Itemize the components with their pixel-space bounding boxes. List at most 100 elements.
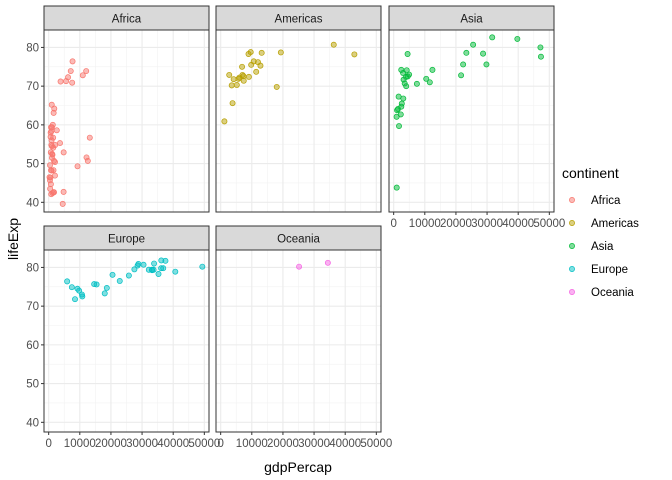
y-tick-label: 40 [26,417,39,429]
data-point-africa [69,79,76,86]
data-point-americas [233,82,240,88]
x-tick-label: 10000 [409,218,441,230]
data-point-africa [50,109,57,116]
x-axis-europe: 0 10000 20000 30000 40000 50000 [45,432,220,450]
data-point-asia [489,34,496,41]
facet-africa: Africa 40 50 60 70 80 [26,5,210,213]
x-tick-label: 0 [217,438,223,450]
data-point-europe [160,265,167,272]
data-point-asia [458,72,465,79]
legend-entry-europe: Europe [569,264,628,276]
data-point-oceania [324,259,331,266]
data-point-europe [76,287,83,294]
y-tick-label: 60 [26,340,39,352]
data-point-americas [253,68,260,75]
points-europe [64,257,206,303]
data-point-europe [125,272,132,279]
points-africa [46,58,93,207]
facet-strip-label-asia: Asia [460,14,483,26]
data-point-asia [403,83,410,90]
facet-strip-label-oceania: Oceania [277,234,320,246]
y-tick-label: 80 [26,42,39,54]
data-point-americas [258,49,265,56]
data-point-americas [228,82,235,89]
legend-label-europe: Europe [591,264,628,276]
data-point-americas [229,100,236,107]
panel-border-europe [43,249,210,433]
data-point-oceania [296,263,303,270]
data-point-africa [79,72,86,79]
data-point-asia [404,51,411,57]
legend-key-asia [569,243,575,249]
legend-key-americas [569,220,575,226]
y-tick-label: 50 [26,159,39,171]
data-point-asia [394,107,401,114]
data-point-asia [403,73,409,80]
data-point-europe [155,271,162,277]
x-tick-label: 0 [390,218,396,230]
data-point-africa [47,177,53,184]
legend-key-africa [569,197,575,203]
data-point-africa [48,142,55,148]
gridlines-oceania [216,250,381,432]
data-point-africa [47,133,54,140]
data-point-americas [239,63,246,70]
data-point-europe [116,278,123,284]
gridlines-asia [389,30,554,212]
x-axis-title: gdpPercap [264,459,332,475]
data-point-asia [396,123,402,129]
facet-strip-label-africa: Africa [112,14,142,26]
data-point-asia [470,41,477,48]
data-point-africa [60,188,67,195]
data-point-africa [59,200,66,207]
data-point-americas [273,83,280,90]
data-point-europe [72,296,78,303]
data-point-americas [277,49,284,56]
x-tick-label: 30000 [126,438,158,450]
x-tick-label: 0 [45,438,51,450]
data-point-europe [68,284,75,291]
data-point-americas [230,76,237,83]
x-tick-label: 20000 [95,438,127,450]
data-point-americas [221,118,228,125]
data-point-europe [151,260,158,267]
facet-strip-europe [43,225,210,251]
data-point-americas [245,73,252,80]
data-point-asia [400,95,407,102]
y-axis-europe: 40 50 60 70 80 [26,262,44,429]
x-tick-label: 40000 [329,438,361,450]
data-point-africa [86,134,93,141]
legend-label-africa: Africa [591,195,621,207]
data-point-africa [48,128,55,135]
data-point-asia [398,100,405,107]
data-point-asia [537,44,544,51]
data-point-asia [393,184,400,191]
data-point-africa [67,68,74,74]
data-point-americas [351,51,358,58]
x-axis-oceania: 0 10000 20000 30000 40000 50000 [217,432,392,450]
data-point-europe [162,257,169,264]
data-point-europe [101,290,108,297]
y-tick-label: 60 [26,120,39,132]
data-point-europe [140,261,147,268]
facet-strip-americas [215,5,382,31]
facet-asia: Asia 0 10000 20000 30000 40000 50000 [388,5,565,230]
data-point-asia [426,79,433,86]
panel-border-americas [215,29,382,213]
data-point-europe [64,278,71,285]
facet-strip-oceania [215,225,382,251]
data-point-africa [48,167,55,174]
data-point-europe [199,263,206,270]
data-point-americas [330,41,337,48]
data-point-africa [74,163,81,170]
x-tick-label: 10000 [236,438,268,450]
data-point-africa [53,127,60,134]
data-point-americas [226,71,233,78]
data-point-africa [60,149,67,156]
data-point-asia [460,61,467,68]
data-point-africa [49,190,56,196]
data-point-asia [537,53,544,60]
x-tick-label: 40000 [502,218,534,230]
